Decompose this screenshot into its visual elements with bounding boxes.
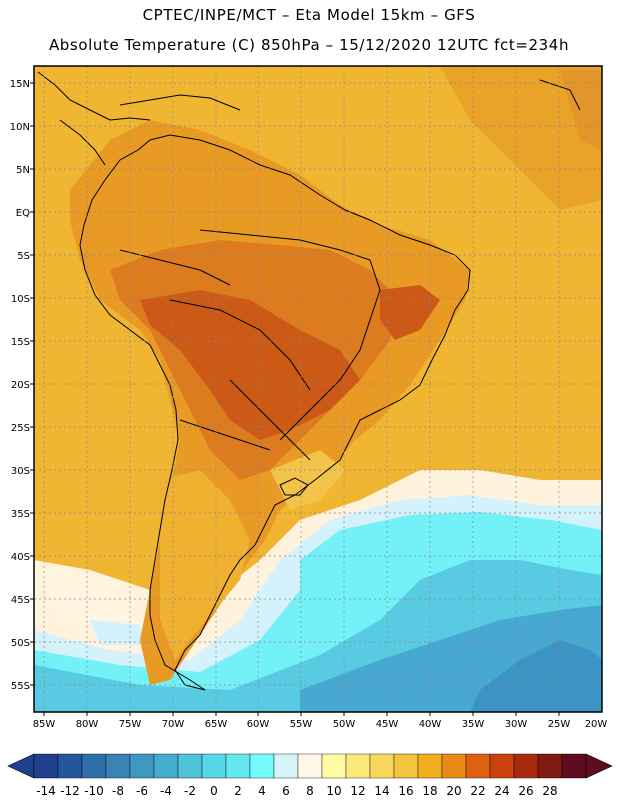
lon-label: 75W	[119, 719, 142, 730]
lat-label: 15S	[11, 337, 30, 348]
colorbar-label: -4	[160, 784, 172, 798]
colorbar-segment	[81, 753, 107, 779]
lon-label: 70W	[162, 719, 185, 730]
colorbar-segment	[393, 753, 419, 779]
lat-label: 20S	[11, 380, 30, 391]
colorbar-label: 12	[350, 784, 365, 798]
colorbar-segment	[561, 753, 587, 779]
field-core-hottest	[140, 290, 360, 440]
colorbar-label: 28	[542, 784, 557, 798]
colorbar-label: 0	[210, 784, 218, 798]
field-south-deeper	[470, 640, 602, 712]
lat-label: EQ	[16, 208, 30, 219]
colorbar-segment	[201, 753, 227, 779]
colorbar-segment	[273, 753, 299, 779]
colorbar-label: -6	[136, 784, 148, 798]
field-patagonia-pale	[90, 620, 150, 645]
border-interior-2	[229, 379, 311, 461]
lon-label: 55W	[290, 719, 313, 730]
lon-label: 50W	[333, 719, 356, 730]
colorbar-segment	[57, 753, 83, 779]
lat-label: 45S	[11, 595, 30, 606]
colorbar-arrow-right	[585, 753, 613, 779]
lat-label: 30S	[11, 466, 30, 477]
coast-south-america	[79, 134, 471, 691]
field-southcone-cool	[160, 470, 250, 660]
colorbar-label: -2	[184, 784, 196, 798]
colorbar-segment	[129, 753, 155, 779]
colorbar-segment	[441, 753, 467, 779]
field-northeast-hot	[380, 285, 440, 340]
lon-label: 25W	[548, 719, 571, 730]
lat-label: 15N	[10, 79, 30, 90]
colorbar-label: 4	[258, 784, 266, 798]
lon-label: 20W	[585, 719, 608, 730]
border-brazil	[199, 229, 381, 441]
colorbar-segment	[489, 753, 515, 779]
lat-label: 10S	[11, 294, 30, 305]
lon-label: 65W	[205, 719, 228, 730]
colorbar-arrow-left	[7, 753, 35, 779]
lon-label: 80W	[76, 719, 99, 730]
lat-label: 5S	[17, 251, 30, 262]
lat-label: 35S	[11, 509, 30, 520]
colorbar-labels: -14 -12 -10 -8 -6 -4 -2 0 2 4 6 8 10 12 14 16 18 20 22 24 26…	[36, 784, 557, 798]
colorbar-label: -10	[84, 784, 104, 798]
lon-labels: 85W 80W 75W 70W 65W 60W 55W 50W 45W 40W …	[33, 719, 608, 730]
colorbar-segment	[297, 753, 323, 779]
colorbar-label: 6	[282, 784, 290, 798]
colorbar-label: 26	[518, 784, 533, 798]
colorbar-segment	[417, 753, 443, 779]
colorbar-label: -12	[60, 784, 80, 798]
colorbar-label: 22	[470, 784, 485, 798]
colorbar-segment	[225, 753, 251, 779]
temperature-field	[34, 66, 602, 712]
colorbar-label: 18	[422, 784, 437, 798]
colorbar-segment	[513, 753, 539, 779]
colorbar-segment	[33, 753, 59, 779]
chart-subtitle: Absolute Temperature (C) 850hPa – 15/12/…	[48, 36, 570, 54]
lat-label: 5N	[16, 165, 30, 176]
colorbar-label: -8	[112, 784, 124, 798]
colorbar-label: 8	[306, 784, 314, 798]
lon-label: 35W	[462, 719, 485, 730]
lon-label: 40W	[419, 719, 442, 730]
field-north-atlantic	[440, 66, 602, 210]
lon-label: 30W	[505, 719, 528, 730]
lat-label: 40S	[11, 552, 30, 563]
colorbar-label: -14	[36, 784, 56, 798]
lat-label: 10N	[10, 122, 30, 133]
colorbar-label: 24	[494, 784, 509, 798]
chart-title: CPTEC/INPE/MCT – Eta Model 15km – GFS	[142, 6, 476, 24]
colorbar-label: 2	[234, 784, 242, 798]
lat-label: 50S	[11, 638, 30, 649]
border-interior-4	[179, 419, 271, 451]
map-frame	[33, 65, 603, 713]
lat-label: 25S	[11, 423, 30, 434]
colorbar-segment	[465, 753, 491, 779]
colorbar-label: 16	[398, 784, 413, 798]
colorbar-segment	[177, 753, 203, 779]
lake-uruguay	[279, 477, 309, 496]
colorbar-segment	[321, 753, 347, 779]
colorbar-segment	[345, 753, 371, 779]
lon-label: 85W	[33, 719, 56, 730]
colorbar	[7, 753, 613, 779]
border-interior-1	[169, 299, 311, 391]
lat-label: 55S	[11, 681, 30, 692]
colorbar-segment	[249, 753, 275, 779]
lat-labels: 15N 10N 5N EQ 5S 10S 15S 20S 25S 30S 35S…	[10, 79, 30, 692]
colorbar-segment	[153, 753, 179, 779]
colorbar-label: 10	[326, 784, 341, 798]
ticks	[30, 82, 560, 716]
lon-label: 45W	[376, 719, 399, 730]
colorbar-label: 20	[446, 784, 461, 798]
colorbar-segment	[369, 753, 395, 779]
field-chile-cream	[40, 570, 130, 620]
colorbar-label: 14	[374, 784, 389, 798]
colorbar-segment	[105, 753, 131, 779]
colorbar-segment	[537, 753, 563, 779]
lon-label: 60W	[247, 719, 270, 730]
